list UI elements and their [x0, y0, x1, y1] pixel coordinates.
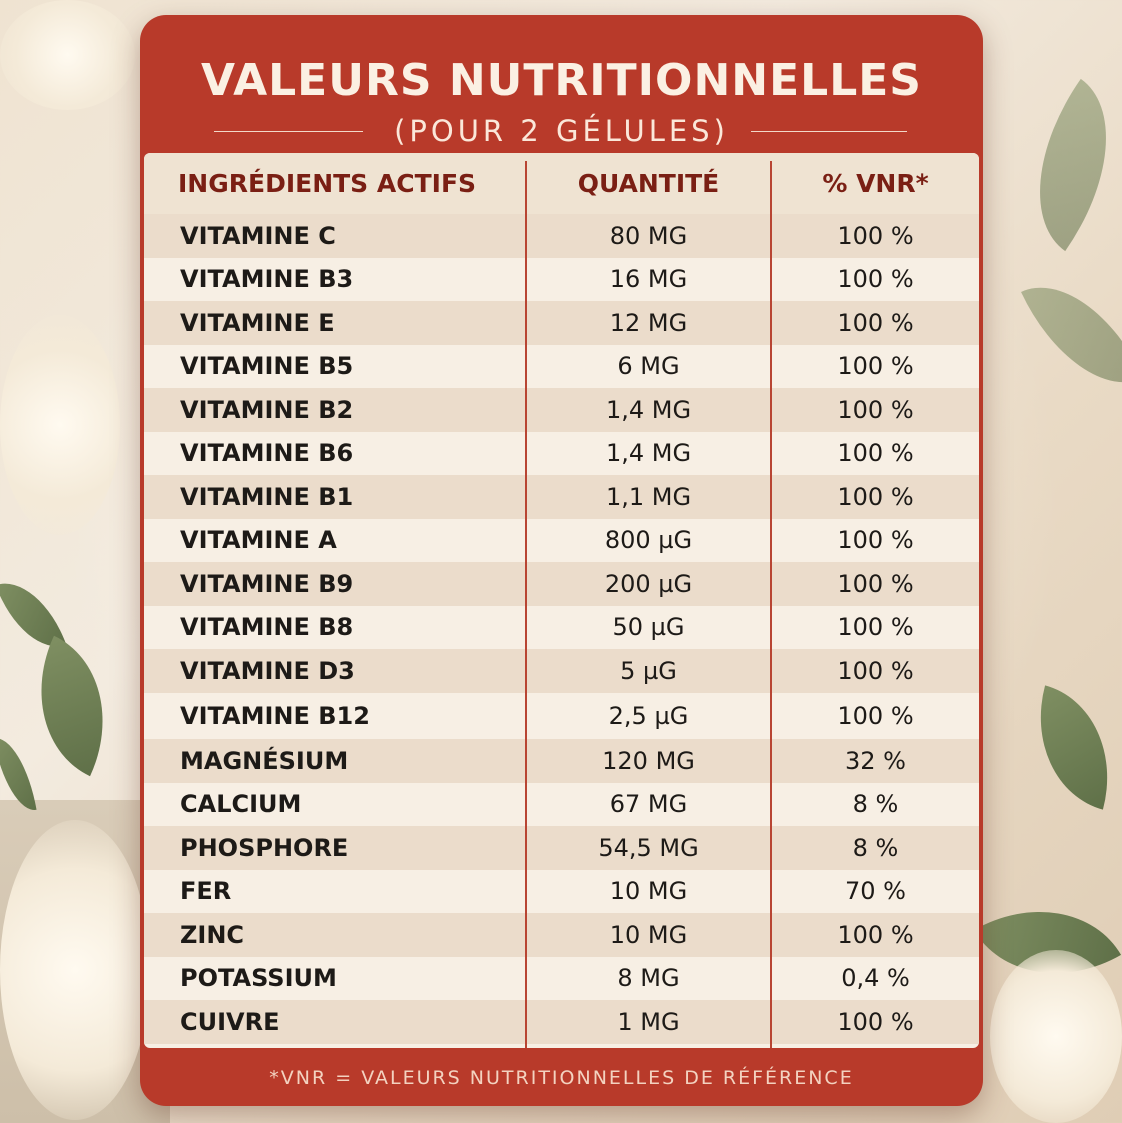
ingredient-vnr: 100 %	[837, 265, 914, 294]
ingredient-vnr: 100 %	[837, 352, 914, 381]
ingredient-quantity: 10 MG	[609, 877, 688, 906]
ingredient-quantity: 8 MG	[617, 964, 680, 993]
blossom-cluster-bottom-left	[0, 820, 150, 1120]
table-row: VITAMINE B12 2,5 µG 100 %	[144, 692, 979, 739]
header-vnr: % VNR*	[822, 169, 929, 198]
ingredient-name: VITAMINE B6	[180, 439, 354, 468]
ingredient-quantity: 80 MG	[609, 221, 688, 250]
ingredient-name: CALCIUM	[180, 790, 302, 819]
column-divider-vnr	[770, 161, 772, 1048]
ingredient-name: VITAMINE A	[180, 526, 337, 555]
ingredient-vnr: 100 %	[837, 920, 914, 949]
ingredient-vnr: 100 %	[837, 308, 914, 337]
ingredient-quantity: 54,5 MG	[598, 833, 699, 862]
ingredient-vnr: 100 %	[837, 439, 914, 468]
table-body: VITAMINE C 80 MG 100 % VITAMINE B3 16 MG…	[144, 214, 979, 1044]
ingredient-vnr: 100 %	[837, 569, 914, 598]
table-row: FER 10 MG 70 %	[144, 869, 979, 913]
ingredient-name: VITAMINE B8	[180, 613, 354, 642]
ingredient-name: PHOSPHORE	[180, 833, 349, 862]
ingredient-quantity: 1,1 MG	[605, 482, 692, 511]
ingredient-quantity: 1,4 MG	[605, 439, 692, 468]
ingredient-quantity: 5 µG	[620, 656, 677, 685]
table-row: VITAMINE A 800 µG 100 %	[144, 518, 979, 562]
table-row: VITAMINE B2 1,4 MG 100 %	[144, 388, 979, 432]
table-row: VITAMINE B6 1,4 MG 100 %	[144, 431, 979, 475]
ingredient-name: VITAMINE B1	[180, 482, 354, 511]
ingredient-name: VITAMINE D3	[180, 656, 355, 685]
blossom-cluster-top-left	[0, 0, 135, 110]
ingredient-name: CUIVRE	[180, 1007, 280, 1036]
nutrition-card: VALEURS NUTRITIONNELLES (POUR 2 GÉLULES)…	[140, 15, 983, 1106]
table-row: CALCIUM 67 MG 8 %	[144, 782, 979, 826]
blossom-cluster-left	[0, 315, 120, 535]
ingredient-vnr: 100 %	[837, 1007, 914, 1036]
ingredient-vnr: 8 %	[852, 833, 899, 862]
ingredient-quantity: 1,4 MG	[605, 395, 692, 424]
ingredient-name: VITAMINE B2	[180, 395, 354, 424]
ingredient-vnr: 100 %	[837, 613, 914, 642]
table-row: VITAMINE D3 5 µG 100 %	[144, 649, 979, 693]
table-row: MAGNÉSIUM 120 MG 32 %	[144, 739, 979, 783]
ingredient-name: FER	[180, 877, 232, 906]
table-row: VITAMINE E 12 MG 100 %	[144, 301, 979, 345]
ingredient-quantity: 50 µG	[612, 613, 685, 642]
ingredient-vnr: 100 %	[837, 482, 914, 511]
table-row: CUIVRE 1 MG 100 %	[144, 1000, 979, 1044]
ingredient-name: POTASSIUM	[180, 964, 337, 993]
ingredient-quantity: 67 MG	[609, 790, 688, 819]
table-row: VITAMINE B8 50 µG 100 %	[144, 605, 979, 649]
blossom-cluster-bottom-right	[990, 950, 1122, 1123]
table-row: VITAMINE B5 6 MG 100 %	[144, 344, 979, 388]
ingredient-vnr: 100 %	[837, 656, 914, 685]
subtitle-divider-right	[751, 131, 907, 132]
ingredient-name: MAGNÉSIUM	[180, 746, 349, 775]
nutrition-table: INGRÉDIENTS ACTIFS QUANTITÉ % VNR* VITAM…	[144, 153, 979, 1048]
table-row: ZINC 10 MG 100 %	[144, 913, 979, 957]
ingredient-quantity: 200 µG	[604, 569, 693, 598]
ingredient-name: ZINC	[180, 920, 245, 949]
header-ingredients: INGRÉDIENTS ACTIFS	[178, 169, 477, 198]
table-row: POTASSIUM 8 MG 0,4 %	[144, 956, 979, 1000]
ingredient-vnr: 8 %	[852, 790, 899, 819]
table-row: VITAMINE C 80 MG 100 %	[144, 214, 979, 258]
ingredient-vnr: 70 %	[845, 877, 906, 906]
table-header: INGRÉDIENTS ACTIFS QUANTITÉ % VNR*	[144, 153, 979, 214]
subtitle-row: (POUR 2 GÉLULES)	[140, 111, 983, 151]
table-row: VITAMINE B3 16 MG 100 %	[144, 257, 979, 301]
vnr-footnote: *VNR = VALEURS NUTRITIONNELLES DE RÉFÉRE…	[269, 1067, 854, 1089]
ingredient-vnr: 0,4 %	[841, 964, 910, 993]
ingredient-quantity: 800 µG	[604, 526, 693, 555]
ingredient-quantity: 2,5 µG	[608, 701, 689, 730]
subtitle-divider-left	[214, 131, 363, 132]
table-row: PHOSPHORE 54,5 MG 8 %	[144, 826, 979, 870]
ingredient-vnr: 100 %	[837, 221, 914, 250]
ingredient-quantity: 12 MG	[609, 308, 688, 337]
ingredient-vnr: 100 %	[837, 395, 914, 424]
table-row: VITAMINE B9 200 µG 100 %	[144, 562, 979, 606]
ingredient-vnr: 100 %	[837, 526, 914, 555]
ingredient-vnr: 32 %	[845, 746, 906, 775]
ingredient-name: VITAMINE B9	[180, 569, 354, 598]
card-subtitle: (POUR 2 GÉLULES)	[394, 114, 729, 148]
ingredient-quantity: 1 MG	[617, 1007, 680, 1036]
header-quantity: QUANTITÉ	[577, 169, 720, 198]
table-row: VITAMINE B1 1,1 MG 100 %	[144, 475, 979, 519]
ingredient-name: VITAMINE E	[180, 308, 335, 337]
ingredient-quantity: 16 MG	[609, 265, 688, 294]
ingredient-quantity: 120 MG	[602, 746, 695, 775]
card-title: VALEURS NUTRITIONNELLES	[201, 55, 922, 106]
ingredient-quantity: 10 MG	[609, 920, 688, 949]
ingredient-quantity: 6 MG	[617, 352, 680, 381]
ingredient-vnr: 100 %	[837, 701, 914, 730]
column-divider-quantity	[525, 161, 527, 1048]
ingredient-name: VITAMINE B3	[180, 265, 354, 294]
ingredient-name: VITAMINE B12	[180, 701, 370, 730]
ingredient-name: VITAMINE B5	[180, 352, 354, 381]
ingredient-name: VITAMINE C	[180, 221, 336, 250]
